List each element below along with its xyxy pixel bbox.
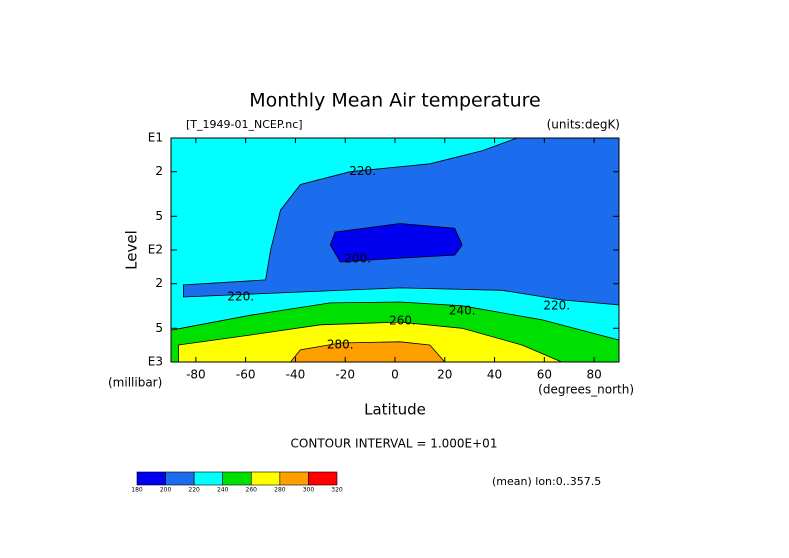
contour-label: 220. <box>227 290 254 304</box>
colorbar-swatch <box>136 471 166 486</box>
colorbar-swatch <box>308 471 338 486</box>
y-tick-label: 5 <box>155 209 163 223</box>
contour-label: 220. <box>543 298 570 312</box>
source-label: [T_1949-01_NCEP.nc] <box>186 118 303 131</box>
note: (mean) lon:0..357.5 <box>492 475 601 488</box>
x-tick-label: 20 <box>437 368 452 382</box>
y-unit: (millibar) <box>108 376 162 390</box>
colorbar-label: 280 <box>274 487 286 494</box>
colorbar-label: 220 <box>188 487 200 494</box>
x-tick-label: -80 <box>186 368 206 382</box>
x-tick-label: 40 <box>487 368 502 382</box>
y-axis-label: Level <box>123 230 141 270</box>
x-tick-label: -20 <box>335 368 355 382</box>
contour-interval: CONTOUR INTERVAL = 1.000E+01 <box>291 437 498 451</box>
colorbar-swatch <box>193 471 224 486</box>
y-tick-label: E3 <box>148 355 163 369</box>
contour-label: 280. <box>327 337 354 351</box>
y-tick-label: E2 <box>148 243 163 257</box>
contour-label: 240. <box>449 303 476 317</box>
colorbar-label: 300 <box>303 487 315 494</box>
colorbar-label: 200 <box>160 487 172 494</box>
contour-label: 260. <box>389 313 416 327</box>
units-label: (units:degK) <box>547 118 620 132</box>
contour-label: 200. <box>344 251 371 265</box>
colorbar-label: 260 <box>246 487 258 494</box>
colorbar-label: 320 <box>331 487 343 494</box>
colorbar-swatch <box>250 471 281 486</box>
chart-title: Monthly Mean Air temperature <box>249 90 540 112</box>
x-tick-label: -60 <box>236 368 256 382</box>
colorbar-label: 180 <box>131 487 143 494</box>
colorbar-label: 240 <box>217 487 229 494</box>
contour-label: 220. <box>349 164 376 178</box>
colorbar-swatch <box>279 471 309 486</box>
x-tick-label: 80 <box>586 368 601 382</box>
colorbar-swatch <box>222 471 252 486</box>
y-tick-label: 2 <box>155 164 163 178</box>
x-axis-label: Latitude <box>364 401 426 419</box>
y-tick-label: E1 <box>148 131 163 145</box>
y-tick-label: 5 <box>155 321 163 335</box>
contour-region <box>329 223 463 263</box>
x-tick-label: 60 <box>537 368 552 382</box>
y-tick-label: 2 <box>155 276 163 290</box>
colorbar-swatch <box>165 471 195 486</box>
x-unit: (degrees_north) <box>538 383 634 397</box>
x-tick-label: 0 <box>391 368 399 382</box>
x-tick-label: -40 <box>286 368 306 382</box>
